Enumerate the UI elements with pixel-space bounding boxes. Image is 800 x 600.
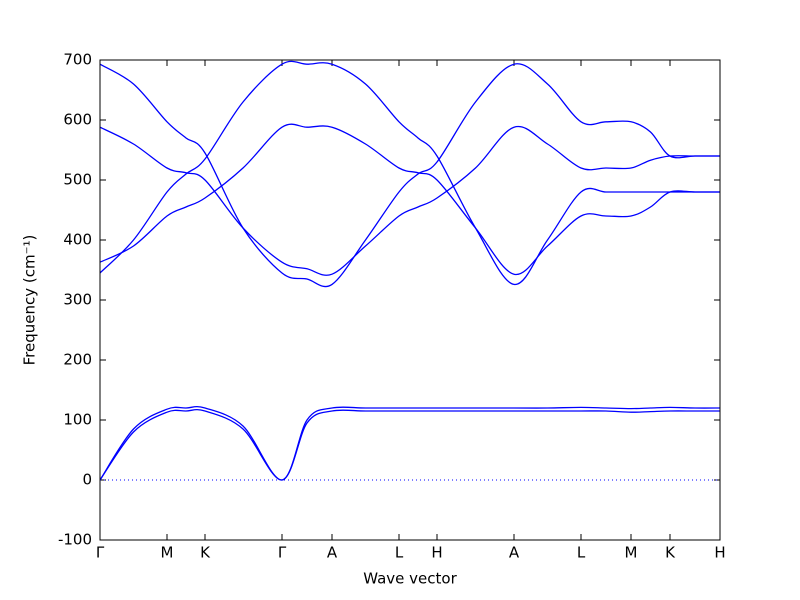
x-tick-label: L [577, 544, 586, 562]
band-line [99, 63, 720, 288]
x-axis-label: Wave vector [363, 570, 457, 588]
y-tick-label: 300 [63, 291, 92, 309]
x-tick-label: K [665, 544, 676, 562]
y-tick-label: 700 [63, 51, 92, 69]
y-tick-label: 400 [63, 231, 92, 249]
band-line [99, 125, 720, 276]
y-axis-label: Frequency (cm⁻¹) [21, 235, 39, 366]
band-line [99, 408, 720, 481]
x-tick-label: H [431, 544, 442, 562]
y-tick-label: 500 [63, 171, 92, 189]
x-tick-label: Γ [96, 544, 105, 562]
band-line [99, 123, 720, 275]
y-tick-label: 600 [63, 111, 92, 129]
x-tick-label: L [395, 544, 404, 562]
y-tick-label: -100 [58, 531, 92, 549]
x-tick-label: A [509, 544, 520, 562]
y-tick-label: 0 [82, 471, 92, 489]
y-tick-label: 200 [63, 351, 92, 369]
band-line [99, 405, 721, 481]
plot-frame [99, 59, 721, 541]
x-tick-label: M [161, 544, 174, 562]
x-tick-label: Γ [278, 544, 287, 562]
x-tick-label: M [625, 544, 638, 562]
x-tick-label: A [327, 544, 338, 562]
x-tick-label: K [200, 544, 211, 562]
y-tick-label: 100 [63, 411, 92, 429]
x-tick-label: H [714, 544, 725, 562]
band-line [99, 60, 720, 286]
